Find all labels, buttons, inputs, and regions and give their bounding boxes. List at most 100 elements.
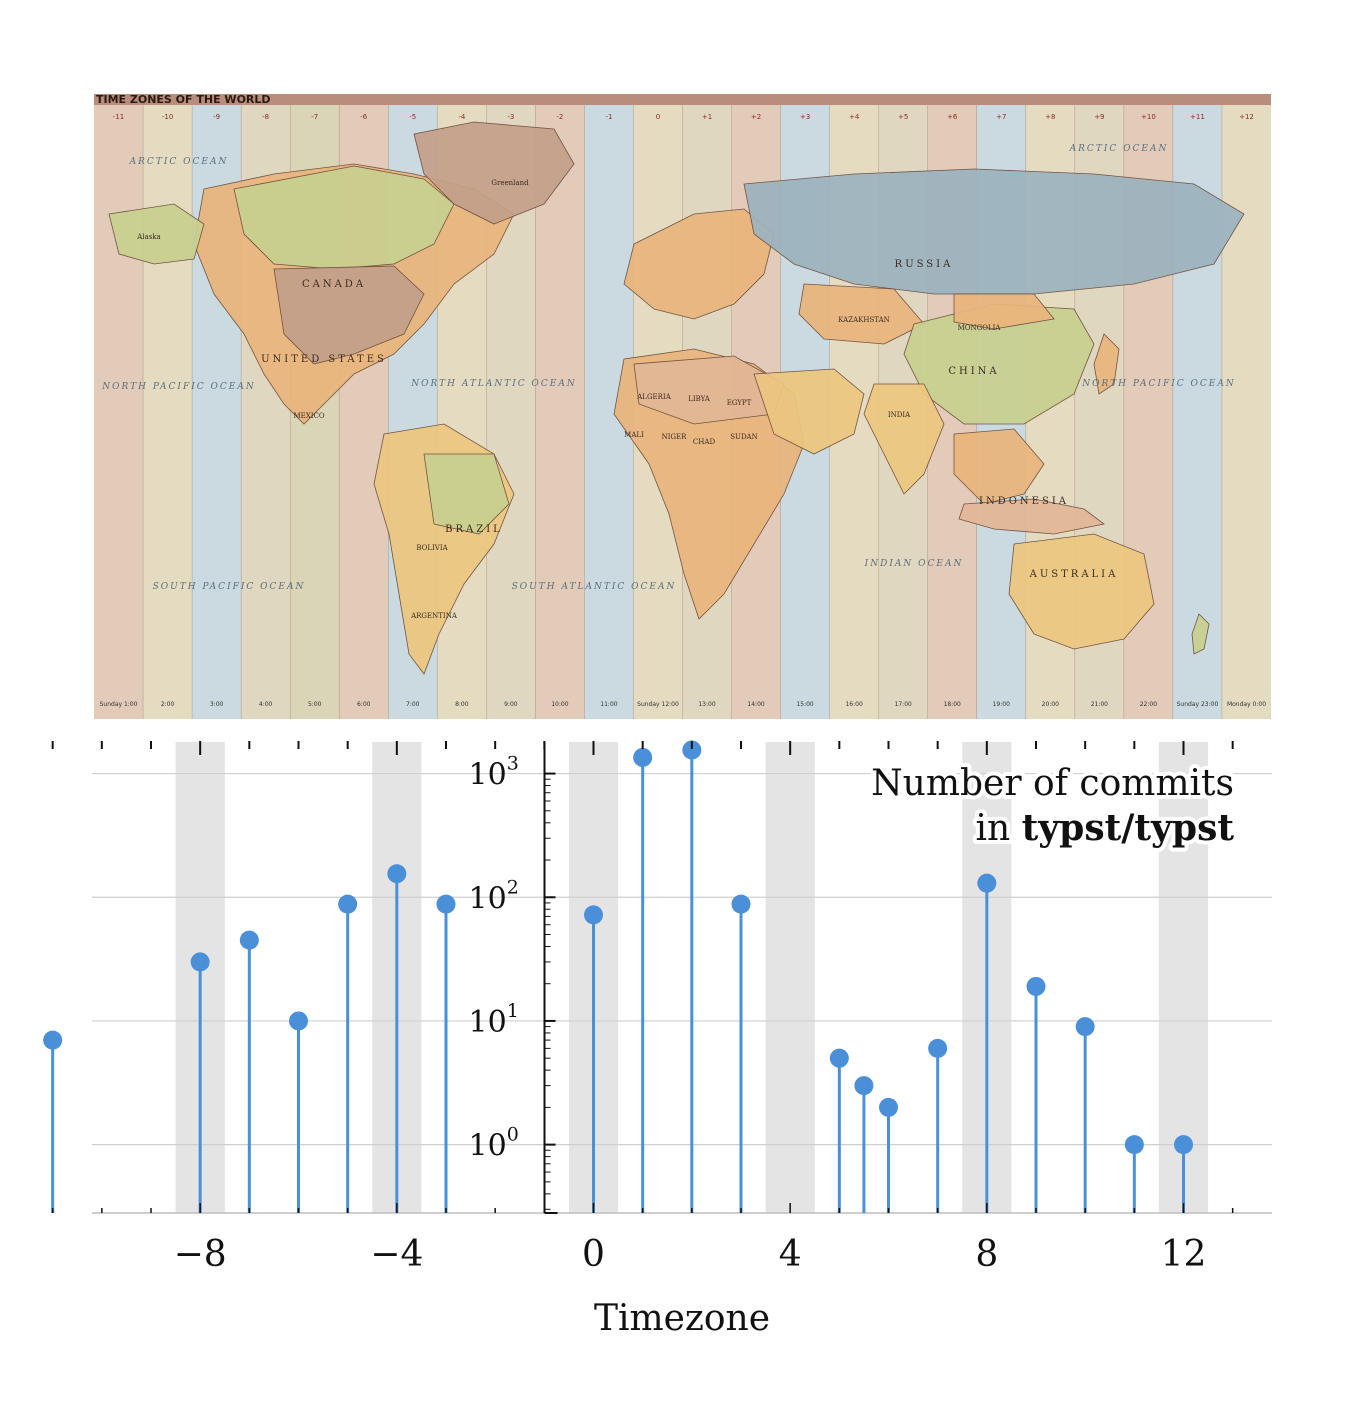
map-country-label: ALGERIA	[636, 393, 671, 401]
map-time-label: 21:00	[1091, 701, 1108, 708]
y-tick-exponent: 0	[507, 1124, 519, 1146]
map-time-label: Sunday 1:00	[100, 701, 138, 708]
stem-marker	[879, 1097, 898, 1117]
map-time-label: 7:00	[406, 701, 420, 708]
map-time-label: 2:00	[161, 701, 175, 708]
map-zone-label: -7	[311, 113, 318, 121]
map-country-label: KAZAKHSTAN	[838, 316, 890, 324]
stem-marker	[338, 894, 358, 914]
stem-marker	[1174, 1135, 1193, 1155]
map-time-label: 9:00	[504, 701, 518, 708]
map-time-label: 3:00	[210, 701, 224, 708]
map-country-label: RUSSIA	[895, 259, 954, 270]
map-time-label: 13:00	[698, 701, 715, 708]
map-country-label: BOLIVIA	[416, 544, 448, 552]
y-tick-base: 10	[469, 1005, 507, 1040]
landmass-indonesia	[958, 498, 1105, 535]
stem-marker	[289, 1011, 308, 1031]
y-tick-label: 101	[469, 1000, 519, 1040]
landmass-mongolia	[953, 293, 1055, 330]
stem-marker	[239, 930, 259, 950]
x-axis-title: Timezone	[594, 1298, 770, 1339]
map-time-label: 18:00	[944, 701, 961, 708]
map-country-label: MALI	[624, 431, 644, 439]
map-zone-label: +7	[996, 113, 1006, 121]
stem-marker	[436, 894, 456, 914]
x-tick-label: −8	[174, 1234, 227, 1275]
x-tick-label: 12	[1161, 1234, 1207, 1275]
x-tick-label: 4	[779, 1234, 802, 1275]
landmass-greenland	[413, 121, 575, 225]
map-time-label: 17:00	[895, 701, 912, 708]
map-country-label: CANADA	[302, 279, 366, 290]
y-tick-label: 100	[469, 1124, 519, 1164]
map-ocean-label: ARCTIC OCEAN	[129, 157, 229, 167]
map-country-label: MEXICO	[293, 412, 324, 420]
map-zone-label: -11	[113, 113, 124, 121]
y-tick-base: 10	[469, 1129, 507, 1164]
map-time-label: Sunday 12:00	[637, 701, 679, 708]
map-country-label: UNITED STATES	[261, 354, 387, 365]
map-country-label: NIGER	[662, 433, 688, 441]
y-tick-label: 103	[469, 753, 519, 793]
stem-marker	[1026, 976, 1046, 996]
map-time-label: 6:00	[357, 701, 371, 708]
map-zone-label: -9	[213, 113, 220, 121]
map-zone-label: -2	[556, 113, 563, 121]
map-time-label: 8:00	[455, 701, 469, 708]
stem-marker	[43, 1030, 63, 1050]
map-zone-label: -10	[162, 113, 173, 121]
landmass-southeast-asia	[953, 428, 1045, 505]
map-title-bar	[94, 94, 1271, 105]
continents	[108, 121, 1245, 675]
y-tick-exponent: 1	[507, 1000, 519, 1022]
landmass-japan	[1093, 333, 1120, 395]
x-tick-label: 0	[582, 1234, 605, 1275]
map-zone-label: -5	[409, 113, 416, 121]
landmass-new-zealand	[1191, 613, 1210, 655]
stem-marker	[731, 894, 751, 914]
map-ocean-label: SOUTH ATLANTIC OCEAN	[512, 582, 677, 592]
map-graphic: TIME ZONES OF THE WORLD -11 -10 -9 -8 -7 -6 -5…	[94, 94, 1271, 719]
map-ocean-label: NORTH PACIFIC OCEAN	[101, 382, 256, 392]
landmass-india	[863, 383, 945, 495]
shaded-band	[1158, 742, 1209, 1213]
stem-marker	[387, 864, 407, 884]
stem-marker	[1075, 1017, 1095, 1037]
landmass-usa-region	[273, 265, 425, 365]
map-zone-label: +4	[849, 113, 860, 121]
map-zone-label: +5	[898, 113, 908, 121]
stem-marker	[190, 952, 210, 972]
landmass-middle-east	[753, 368, 865, 455]
map-time-label: 19:00	[993, 701, 1010, 708]
landmass-alaska	[108, 203, 205, 265]
stem-marker	[928, 1038, 948, 1058]
map-title: TIME ZONES OF THE WORLD	[96, 94, 271, 106]
map-zone-label: -1	[605, 113, 612, 121]
x-tick-label: −4	[370, 1234, 423, 1275]
landmass-kazakhstan	[798, 283, 925, 345]
stem-marker	[829, 1048, 849, 1068]
map-zone-label: -8	[262, 113, 269, 121]
y-tick-base: 10	[469, 758, 507, 793]
chart-title-line2: in typst/typst	[975, 807, 1234, 849]
chart-title-repo: typst/typst	[1022, 807, 1235, 849]
map-time-label: 22:00	[1140, 701, 1157, 708]
chart-title-line1: Number of commits	[871, 763, 1234, 804]
world-timezone-map: TIME ZONES OF THE WORLD -11 -10 -9 -8 -7 -6 -5…	[94, 94, 1271, 719]
map-time-label: 15:00	[796, 701, 813, 708]
landmass-brazil-region	[423, 453, 510, 535]
map-zone-label: -3	[507, 113, 514, 121]
shaded-band	[765, 742, 815, 1213]
map-country-label: CHINA	[948, 366, 999, 377]
map-zone-label: +1	[702, 113, 712, 121]
map-time-label: 11:00	[600, 701, 617, 708]
map-time-label: 10:00	[551, 701, 568, 708]
map-zone-label: +11	[1190, 113, 1205, 121]
map-time-label: 20:00	[1042, 701, 1059, 708]
map-zone-label: -6	[360, 113, 368, 121]
y-tick-base: 10	[469, 881, 507, 916]
timezone-band	[535, 105, 585, 719]
map-country-label: EGYPT	[727, 399, 752, 407]
